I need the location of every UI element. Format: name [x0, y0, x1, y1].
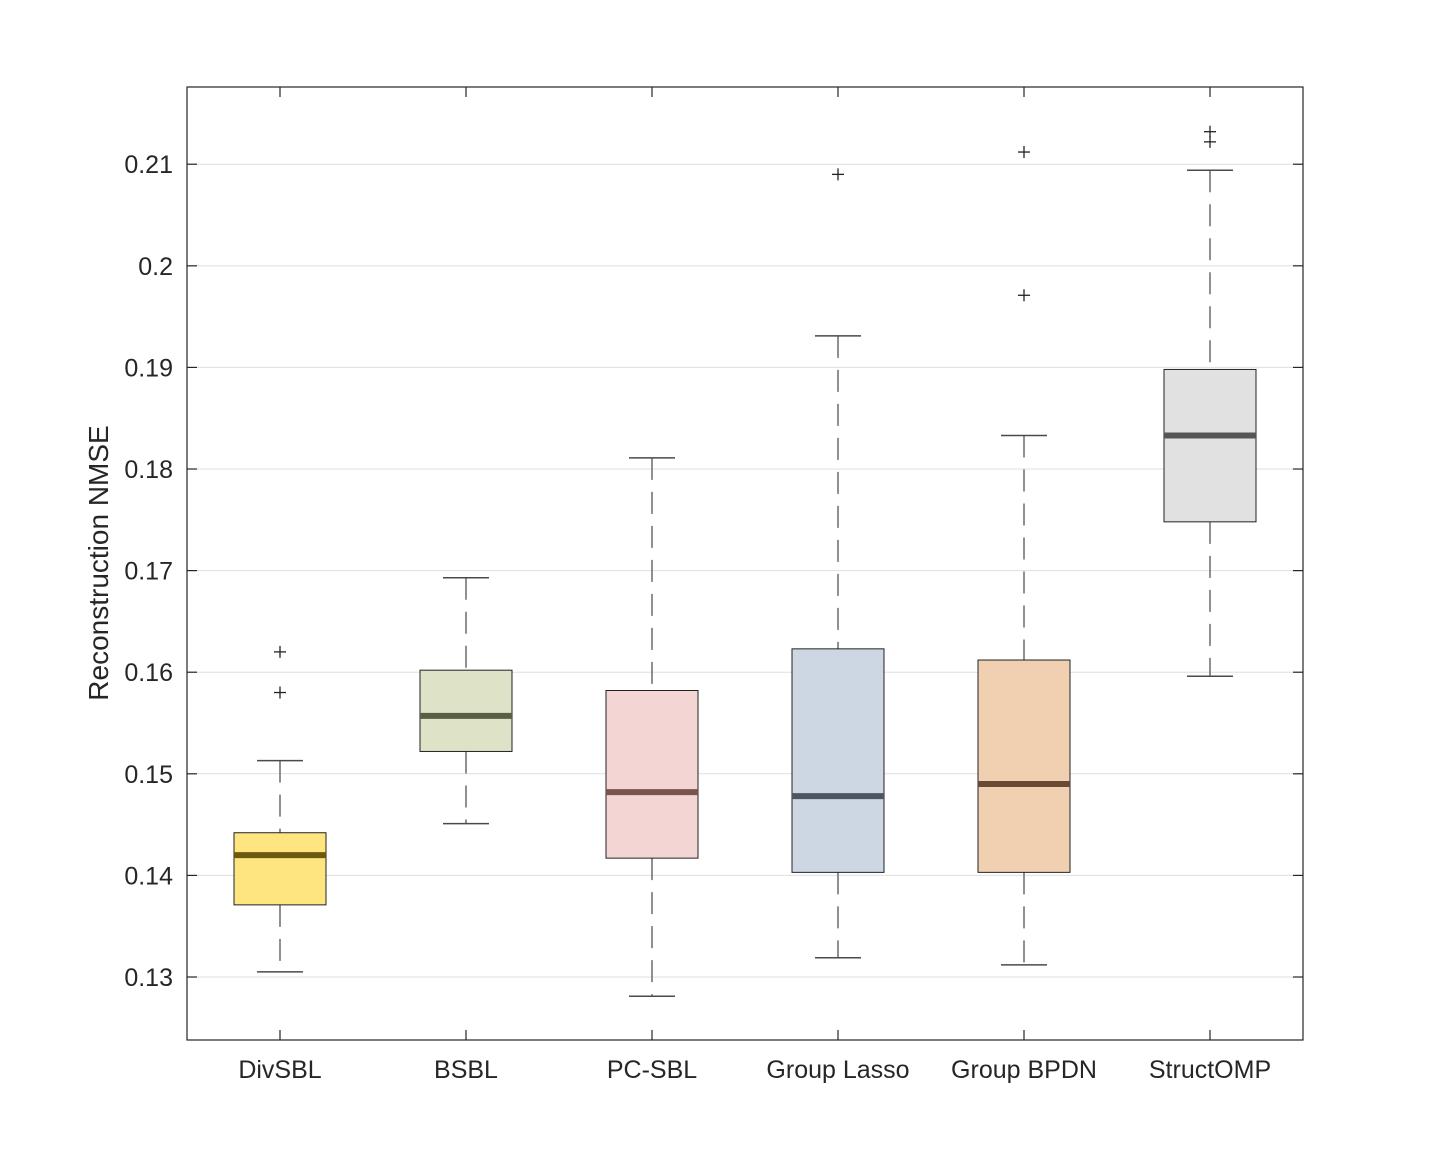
y-tick-label: 0.18: [124, 456, 173, 484]
outlier-marker: [832, 168, 844, 181]
x-tick-label: StructOMP: [1149, 1056, 1271, 1084]
box-group-bpdn: [977, 146, 1071, 966]
axes-frame: [186, 86, 1304, 1041]
outlier-marker: [1018, 146, 1030, 159]
x-tick-label: Group Lasso: [766, 1056, 909, 1084]
grid-layer: [187, 163, 1303, 978]
outlier-marker: [1204, 135, 1216, 148]
iqr-box: [791, 648, 885, 873]
outlier-marker: [1204, 125, 1216, 138]
iqr-box: [419, 669, 513, 752]
iqr-box: [977, 659, 1071, 873]
x-tick-label: DivSBL: [238, 1056, 321, 1084]
iqr-box: [233, 832, 327, 906]
x-tick-label: BSBL: [434, 1056, 498, 1084]
outlier-marker: [274, 686, 286, 699]
axes-layer: 0.13 0.14 0.15 0.16 0.17 0.18 0.19 0.2 0.21 DivSB…: [124, 86, 1304, 1084]
box-group-lasso: [791, 168, 885, 959]
x-tick-label: Group BPDN: [951, 1056, 1097, 1084]
iqr-box: [1163, 368, 1257, 523]
y-axis-title: Reconstruction NMSE: [83, 425, 114, 700]
outlier-marker: [274, 645, 286, 658]
box-structomp: [1163, 125, 1257, 678]
x-tick-label: PC-SBL: [607, 1056, 697, 1084]
box-bsbl: [419, 576, 513, 825]
y-tick-label: 0.15: [124, 761, 173, 789]
y-tick-label: 0.14: [124, 862, 173, 890]
outlier-marker: [1018, 289, 1030, 302]
y-tick-label: 0.17: [124, 558, 173, 586]
y-tick-label: 0.13: [124, 964, 173, 992]
y-tick-label: 0.19: [124, 354, 173, 382]
y-tick-label: 0.2: [138, 253, 173, 281]
box-pc-sbl: [605, 457, 699, 998]
y-tick-label: 0.21: [124, 151, 173, 179]
iqr-box: [605, 689, 699, 859]
box-divsbl: [233, 645, 327, 973]
box-layer: [233, 125, 1257, 998]
y-tick-label: 0.16: [124, 659, 173, 687]
